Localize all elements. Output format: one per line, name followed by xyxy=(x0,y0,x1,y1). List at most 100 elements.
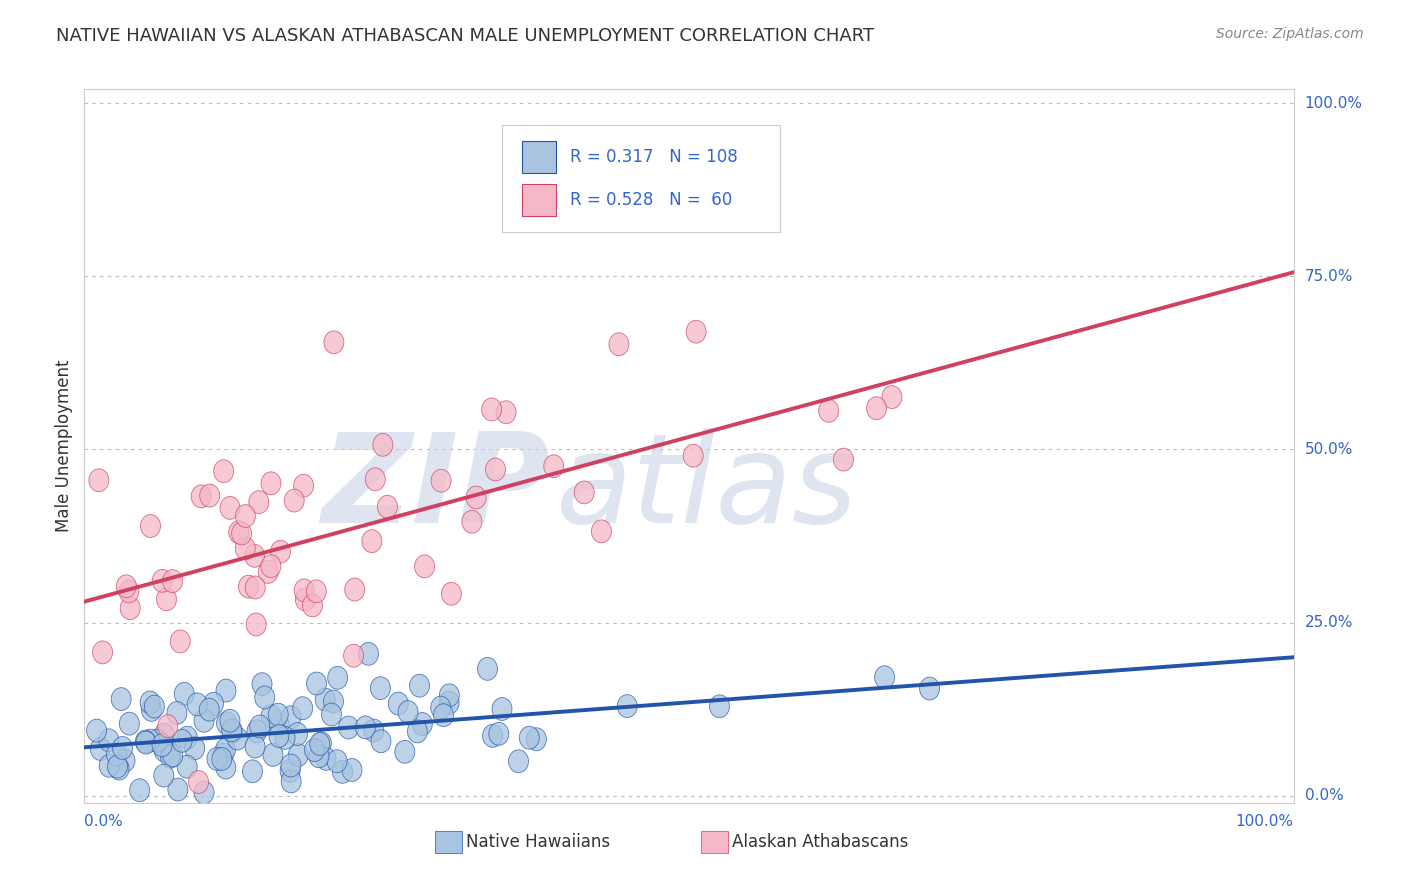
Ellipse shape xyxy=(145,695,165,718)
Ellipse shape xyxy=(245,544,264,567)
Text: NATIVE HAWAIIAN VS ALASKAN ATHABASCAN MALE UNEMPLOYMENT CORRELATION CHART: NATIVE HAWAIIAN VS ALASKAN ATHABASCAN MA… xyxy=(56,27,875,45)
Ellipse shape xyxy=(302,594,322,617)
Ellipse shape xyxy=(141,691,160,714)
Ellipse shape xyxy=(129,779,149,802)
Text: atlas: atlas xyxy=(555,428,858,549)
Ellipse shape xyxy=(160,742,180,764)
Ellipse shape xyxy=(377,495,398,518)
Ellipse shape xyxy=(834,448,853,471)
Ellipse shape xyxy=(323,690,343,713)
Ellipse shape xyxy=(107,756,128,778)
Ellipse shape xyxy=(295,588,315,611)
Ellipse shape xyxy=(276,726,295,749)
Text: 100.0%: 100.0% xyxy=(1305,95,1362,111)
Ellipse shape xyxy=(148,730,167,752)
Ellipse shape xyxy=(170,630,190,653)
Ellipse shape xyxy=(155,723,174,746)
Ellipse shape xyxy=(370,677,391,699)
Ellipse shape xyxy=(592,520,612,543)
Text: Alaskan Athabascans: Alaskan Athabascans xyxy=(733,833,908,851)
Ellipse shape xyxy=(163,570,183,592)
Ellipse shape xyxy=(430,696,451,719)
Ellipse shape xyxy=(112,737,132,759)
Ellipse shape xyxy=(107,743,127,766)
Text: 50.0%: 50.0% xyxy=(1305,442,1353,457)
Ellipse shape xyxy=(263,743,283,766)
Ellipse shape xyxy=(174,682,194,706)
Ellipse shape xyxy=(184,737,205,760)
Ellipse shape xyxy=(281,706,301,729)
Ellipse shape xyxy=(307,672,326,695)
Ellipse shape xyxy=(311,731,332,755)
Ellipse shape xyxy=(262,705,281,728)
Ellipse shape xyxy=(818,400,838,422)
Ellipse shape xyxy=(305,739,325,762)
FancyBboxPatch shape xyxy=(522,141,555,173)
Ellipse shape xyxy=(284,489,304,512)
Ellipse shape xyxy=(120,580,139,603)
Ellipse shape xyxy=(281,754,301,777)
Ellipse shape xyxy=(152,569,172,592)
Ellipse shape xyxy=(574,481,595,504)
Ellipse shape xyxy=(235,505,256,527)
Ellipse shape xyxy=(141,515,160,538)
Ellipse shape xyxy=(259,560,278,583)
Ellipse shape xyxy=(245,735,264,758)
Ellipse shape xyxy=(339,716,359,739)
Ellipse shape xyxy=(270,541,291,563)
Text: 100.0%: 100.0% xyxy=(1236,814,1294,829)
Ellipse shape xyxy=(207,747,226,771)
Ellipse shape xyxy=(135,731,155,753)
Ellipse shape xyxy=(167,701,187,724)
FancyBboxPatch shape xyxy=(522,184,555,216)
Ellipse shape xyxy=(288,744,308,766)
Ellipse shape xyxy=(219,497,240,519)
Ellipse shape xyxy=(93,641,112,664)
Y-axis label: Male Unemployment: Male Unemployment xyxy=(55,359,73,533)
Ellipse shape xyxy=(544,455,564,478)
Ellipse shape xyxy=(155,739,174,762)
Text: ZIP: ZIP xyxy=(321,428,550,549)
Ellipse shape xyxy=(120,712,139,735)
Ellipse shape xyxy=(920,677,939,700)
Ellipse shape xyxy=(322,703,342,726)
Text: 0.0%: 0.0% xyxy=(1305,789,1343,804)
Ellipse shape xyxy=(882,385,903,409)
Ellipse shape xyxy=(489,723,509,745)
Text: Source: ZipAtlas.com: Source: ZipAtlas.com xyxy=(1216,27,1364,41)
Ellipse shape xyxy=(482,724,502,747)
Text: Native Hawaiians: Native Hawaiians xyxy=(467,833,610,851)
Ellipse shape xyxy=(167,778,188,801)
Ellipse shape xyxy=(254,686,274,709)
Ellipse shape xyxy=(219,709,240,732)
Ellipse shape xyxy=(307,580,326,603)
Ellipse shape xyxy=(242,760,263,782)
FancyBboxPatch shape xyxy=(702,830,728,854)
Ellipse shape xyxy=(398,700,418,723)
Ellipse shape xyxy=(232,522,252,545)
Ellipse shape xyxy=(262,555,281,578)
Ellipse shape xyxy=(246,613,266,636)
Ellipse shape xyxy=(110,757,129,780)
Ellipse shape xyxy=(204,692,224,715)
Ellipse shape xyxy=(485,458,506,481)
Ellipse shape xyxy=(156,588,177,611)
Ellipse shape xyxy=(163,744,183,767)
Ellipse shape xyxy=(142,698,162,722)
Ellipse shape xyxy=(136,731,156,754)
Ellipse shape xyxy=(177,756,197,778)
Ellipse shape xyxy=(245,576,266,599)
Ellipse shape xyxy=(194,781,214,804)
Ellipse shape xyxy=(315,688,335,711)
Ellipse shape xyxy=(388,692,408,715)
Text: 0.0%: 0.0% xyxy=(84,814,124,829)
Ellipse shape xyxy=(373,434,392,456)
Ellipse shape xyxy=(439,691,460,714)
Ellipse shape xyxy=(215,739,235,761)
Ellipse shape xyxy=(89,469,108,491)
Ellipse shape xyxy=(269,703,288,726)
Ellipse shape xyxy=(262,472,281,495)
Ellipse shape xyxy=(294,579,314,602)
Ellipse shape xyxy=(141,729,160,752)
Ellipse shape xyxy=(371,730,391,753)
